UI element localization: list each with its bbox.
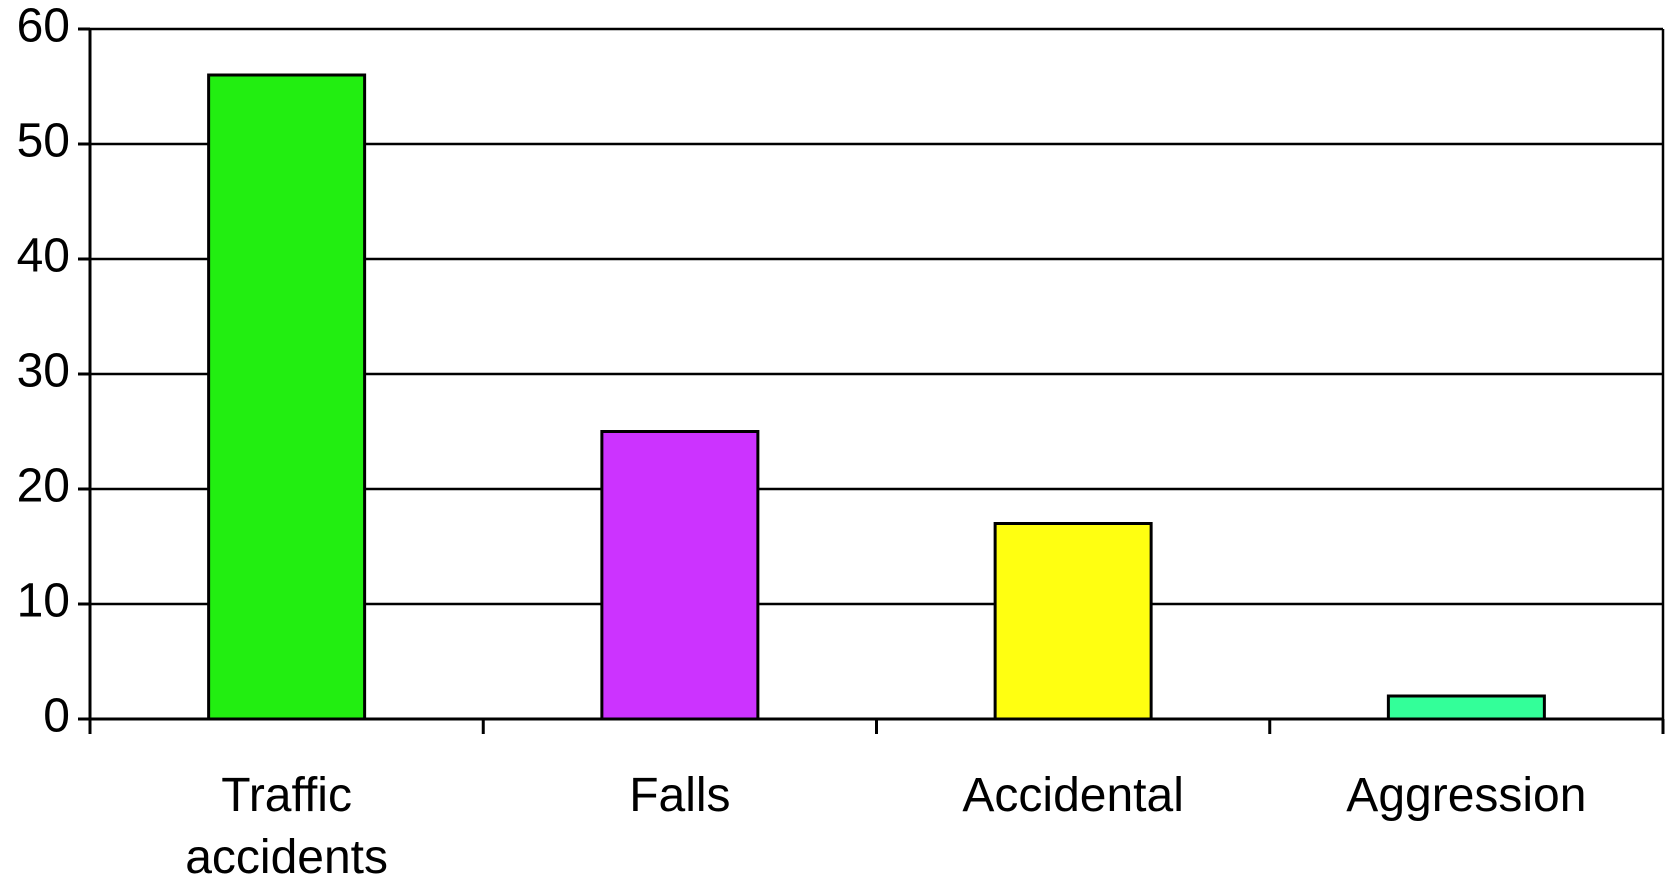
bar: [600, 430, 760, 721]
y-tick-label: 50: [17, 115, 70, 168]
x-tick-label: Traffic accidents: [185, 769, 389, 884]
y-tick-label: 40: [17, 230, 70, 283]
x-tick-label: Falls: [629, 769, 731, 822]
bar: [207, 73, 367, 721]
bar: [993, 522, 1153, 721]
x-tick-label: Accidental: [962, 769, 1184, 822]
y-tick-label: 10: [17, 575, 70, 628]
y-tick-label: 60: [17, 0, 70, 53]
y-tick-label: 0: [43, 690, 70, 743]
bar: [1386, 694, 1546, 721]
x-tick-label: Aggression: [1346, 769, 1587, 822]
y-tick-label: 20: [17, 460, 70, 513]
y-tick-label: 30: [17, 345, 70, 398]
